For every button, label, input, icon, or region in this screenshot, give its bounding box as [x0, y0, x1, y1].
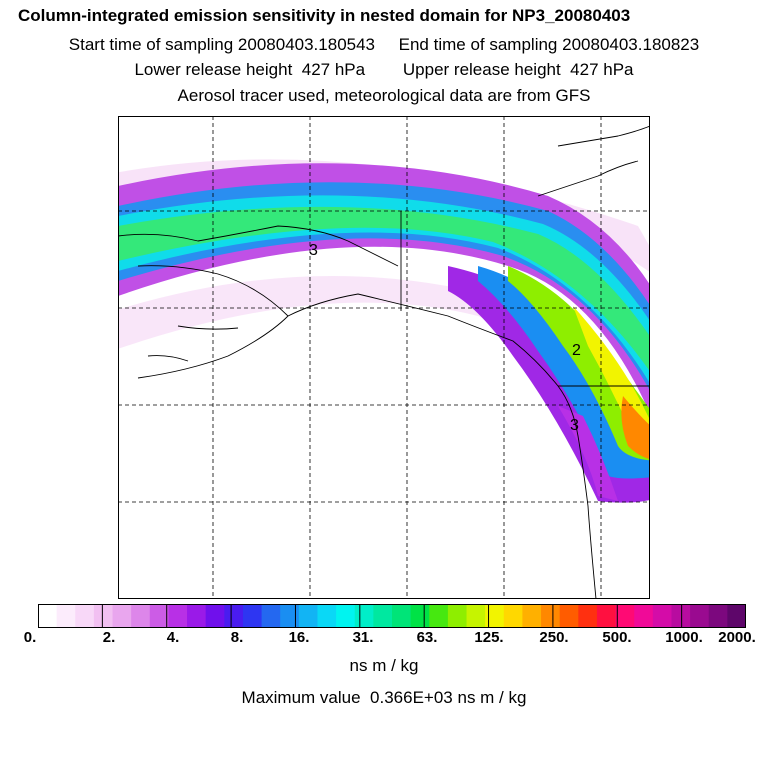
colorbar-frame — [38, 604, 746, 628]
plume-arc-green — [118, 206, 650, 372]
colorbar-swatch — [205, 604, 225, 628]
colorbar-swatch — [56, 604, 76, 628]
colorbar-swatch — [280, 604, 300, 628]
colorbar-swatch — [615, 604, 635, 628]
sensitivity-map: 3 2 3 — [118, 116, 650, 599]
upper-height-label: Upper release height — [402, 60, 561, 79]
tick-label-1: 2. — [102, 629, 116, 646]
colorbar-swatch — [466, 604, 486, 628]
colorbar-swatch — [485, 604, 505, 628]
contour-label-3: 3 — [570, 417, 579, 434]
colorbar-swatch — [38, 604, 58, 628]
end-time-value: 20080403.180823 — [562, 35, 700, 54]
colorbar-swatch — [75, 604, 95, 628]
colorbar-swatch — [224, 604, 244, 628]
end-time-label: End time of sampling — [398, 35, 558, 54]
colorbar-swatch — [522, 604, 542, 628]
tick-label-11: 2000. — [718, 629, 756, 646]
tick-label-9: 500. — [602, 629, 632, 646]
graticule — [118, 116, 650, 599]
upper-height-value: 427 hPa — [570, 60, 634, 79]
start-time-label: Start time of sampling — [68, 35, 234, 54]
figure-title: Column-integrated emission sensitivity i… — [18, 6, 631, 25]
plume-branch-green — [508, 266, 650, 461]
tick-label-0: 0. — [23, 629, 37, 646]
colorbar — [38, 604, 746, 628]
colorbar-swatch — [336, 604, 356, 628]
colorbar-swatch — [168, 604, 188, 628]
max-label: Maximum value — [241, 688, 361, 707]
colorbar-swatch — [708, 604, 728, 628]
tick-label-7: 125. — [474, 629, 504, 646]
tracer-note: Aerosol tracer used, meteorological data… — [177, 86, 591, 105]
colorbar-swatch — [634, 604, 654, 628]
maximum-value: Maximum value 0.366E+03 ns m / kg — [0, 688, 768, 708]
tick-label-3: 8. — [230, 629, 244, 646]
colorbar-swatch — [261, 604, 281, 628]
tick-label-6: 63. — [416, 629, 438, 646]
colorbar-swatch — [596, 604, 617, 628]
colorbar-swatch — [112, 604, 132, 628]
colorbar-swatch — [671, 604, 691, 628]
max-units: ns m / kg — [457, 688, 527, 707]
colorbar-swatch — [652, 604, 672, 628]
sampling-times: Start time of sampling 20080403.180543 E… — [0, 35, 768, 55]
colorbar-swatch — [410, 604, 430, 628]
plume-coast-tail — [558, 406, 618, 501]
plume-branch-blue — [478, 266, 650, 479]
lower-height-label: Lower release height — [134, 60, 293, 79]
colorbar-swatch — [447, 604, 468, 628]
tick-label-10: 1000. — [665, 629, 703, 646]
colorbar-swatch — [93, 604, 114, 628]
release-heights: Lower release height 427 hPa Upper relea… — [0, 60, 768, 80]
colorbar-swatch — [298, 604, 318, 628]
colorbar-swatch — [541, 604, 561, 628]
colorbar-swatch — [317, 604, 337, 628]
colorbar-swatch — [149, 604, 169, 628]
colorbar-swatch — [690, 604, 710, 628]
colorbar-swatch — [578, 604, 598, 628]
colorbar-swatch — [429, 604, 449, 628]
start-time-value: 20080403.180543 — [237, 35, 376, 54]
colorbar-swatch — [373, 604, 393, 628]
colorbar-units: ns m / kg — [349, 656, 419, 675]
contour-label-1: 3 — [309, 242, 318, 259]
colorbar-swatch — [242, 604, 263, 628]
colorbar-swatch — [727, 604, 746, 628]
contour-label-2: 2 — [572, 342, 581, 359]
colorbar-swatch — [187, 604, 207, 628]
colorbar-swatch — [131, 604, 151, 628]
colorbar-swatch — [503, 604, 523, 628]
tick-label-4: 16. — [288, 629, 310, 646]
tick-label-5: 31. — [352, 629, 374, 646]
colorbar-swatch — [392, 604, 412, 628]
tick-label-8: 250. — [539, 629, 569, 646]
colorbar-swatch — [559, 604, 579, 628]
colorbar-swatch — [354, 604, 374, 628]
max-value: 0.366E+03 — [370, 688, 453, 707]
tick-label-2: 4. — [166, 629, 180, 646]
lower-height-value: 427 hPa — [301, 60, 366, 79]
coastlines — [118, 125, 650, 599]
plume-core-orange — [621, 396, 650, 460]
